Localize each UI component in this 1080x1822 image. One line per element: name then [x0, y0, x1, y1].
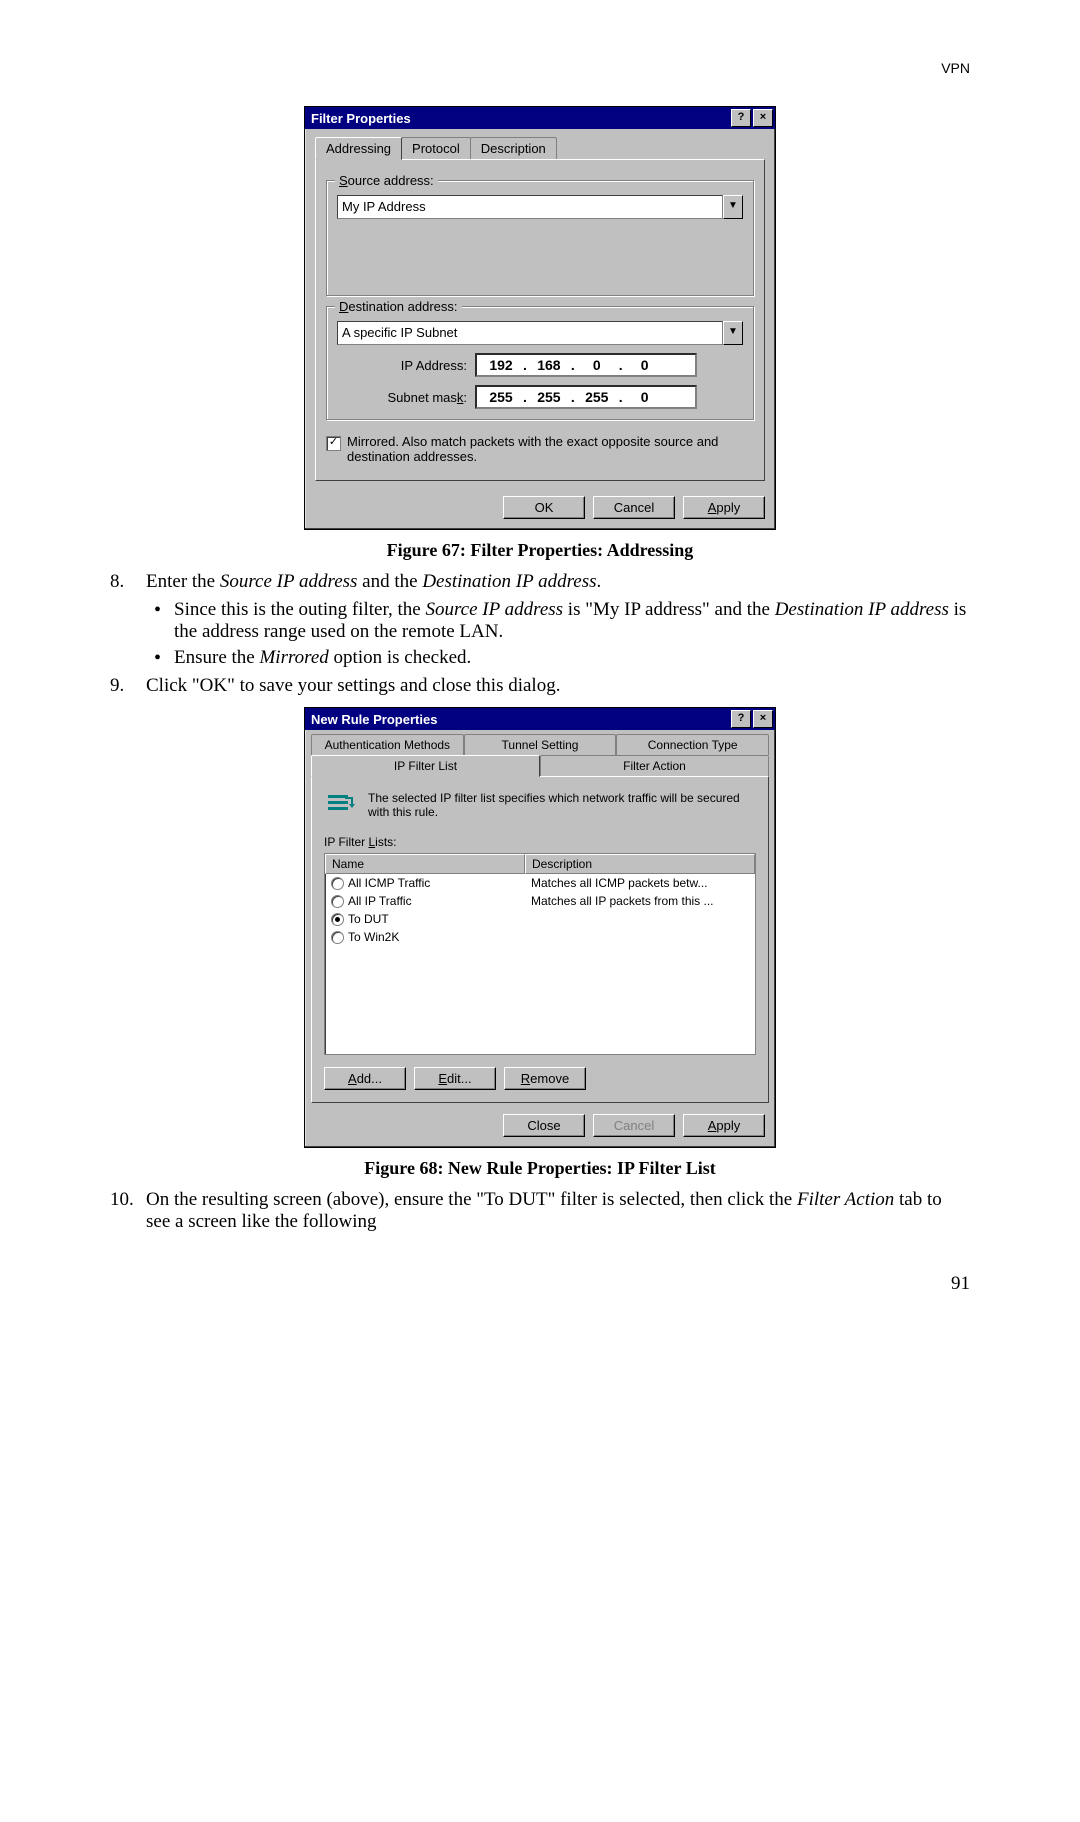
info-text: The selected IP filter list specifies wh…	[368, 791, 756, 819]
source-address-label: Source address:	[335, 173, 438, 188]
tab-protocol[interactable]: Protocol	[401, 137, 471, 159]
titlebar: New Rule Properties ? ×	[305, 708, 775, 730]
subnet-mask-input[interactable]: 255. 255. 255. 0	[475, 385, 697, 409]
mirrored-checkbox[interactable]: ✓	[326, 436, 341, 451]
page-number: 91	[110, 1273, 970, 1295]
tab-filter-action[interactable]: Filter Action	[540, 755, 769, 776]
tab-auth-methods[interactable]: Authentication Methods	[311, 734, 464, 755]
radio-icon[interactable]	[331, 895, 344, 908]
step-8-bullets: Since this is the outing filter, the Sou…	[150, 599, 970, 669]
row-description	[525, 911, 755, 927]
help-icon[interactable]: ?	[731, 109, 751, 127]
column-name[interactable]: Name	[325, 854, 525, 874]
filter-list-icon	[324, 789, 356, 821]
ip-address-label: IP Address:	[337, 358, 467, 373]
destination-address-group: Destination address: A specific IP Subne…	[326, 306, 754, 420]
apply-button[interactable]: Apply	[683, 1114, 765, 1137]
mirrored-label: Mirrored. Also match packets with the ex…	[347, 434, 754, 464]
destination-address-label: Destination address:	[335, 299, 462, 314]
page-header: VPN	[110, 60, 970, 76]
tab-ip-filter-list[interactable]: IP Filter List	[311, 755, 540, 777]
remove-button[interactable]: Remove	[504, 1067, 586, 1090]
dialog-title: Filter Properties	[311, 111, 411, 126]
source-address-value: My IP Address	[337, 195, 723, 219]
tab-addressing[interactable]: Addressing	[315, 137, 402, 160]
close-button[interactable]: Close	[503, 1114, 585, 1137]
cancel-button[interactable]: Cancel	[593, 496, 675, 519]
step-8: 8. Enter the Source IP address and the D…	[110, 571, 970, 593]
table-row[interactable]: To Win2K	[325, 928, 755, 946]
edit-button[interactable]: Edit...	[414, 1067, 496, 1090]
row-description: Matches all ICMP packets betw...	[525, 875, 755, 891]
radio-icon[interactable]	[331, 877, 344, 890]
figure-caption-67: Figure 67: Filter Properties: Addressing	[110, 540, 970, 561]
source-address-group: Source address: My IP Address ▼	[326, 180, 754, 296]
new-rule-properties-dialog: New Rule Properties ? × Authentication M…	[304, 707, 776, 1148]
row-name: All ICMP Traffic	[348, 876, 430, 890]
step-10: 10. On the resulting screen (above), ens…	[110, 1189, 970, 1233]
titlebar: Filter Properties ? ×	[305, 107, 775, 129]
row-name: All IP Traffic	[348, 894, 412, 908]
tab-tunnel-setting[interactable]: Tunnel Setting	[464, 734, 617, 755]
ip-address-input[interactable]: 192. 168. 0. 0	[475, 353, 697, 377]
tab-description[interactable]: Description	[470, 137, 557, 159]
close-icon[interactable]: ×	[753, 710, 773, 728]
table-row[interactable]: All ICMP Traffic Matches all ICMP packets…	[325, 874, 755, 892]
table-row[interactable]: To DUT	[325, 910, 755, 928]
ok-button[interactable]: OK	[503, 496, 585, 519]
subnet-mask-label: Subnet mask:	[337, 390, 467, 405]
source-address-dropdown[interactable]: My IP Address ▼	[337, 195, 743, 219]
radio-icon[interactable]	[331, 931, 344, 944]
tab-connection-type[interactable]: Connection Type	[616, 734, 769, 755]
chevron-down-icon[interactable]: ▼	[723, 321, 743, 345]
table-row[interactable]: All IP Traffic Matches all IP packets fro…	[325, 892, 755, 910]
cancel-button: Cancel	[593, 1114, 675, 1137]
filter-lists-table[interactable]: Name Description All ICMP Traffic Matches…	[324, 853, 756, 1055]
help-icon[interactable]: ?	[731, 710, 751, 728]
step-9: 9. Click "OK" to save your settings and …	[110, 675, 970, 697]
row-description: Matches all IP packets from this ...	[525, 893, 755, 909]
column-description[interactable]: Description	[525, 854, 755, 874]
row-description	[525, 929, 755, 945]
close-icon[interactable]: ×	[753, 109, 773, 127]
filter-lists-label: IP Filter Lists:	[324, 835, 756, 849]
radio-icon[interactable]	[331, 913, 344, 926]
dialog-title: New Rule Properties	[311, 712, 437, 727]
figure-caption-68: Figure 68: New Rule Properties: IP Filte…	[110, 1158, 970, 1179]
row-name: To Win2K	[348, 930, 399, 944]
row-name: To DUT	[348, 912, 389, 926]
add-button[interactable]: Add...	[324, 1067, 406, 1090]
filter-properties-dialog: Filter Properties ? × Addressing Protoco…	[304, 106, 776, 530]
destination-address-dropdown[interactable]: A specific IP Subnet ▼	[337, 321, 743, 345]
apply-button[interactable]: Apply	[683, 496, 765, 519]
destination-address-value: A specific IP Subnet	[337, 321, 723, 345]
chevron-down-icon[interactable]: ▼	[723, 195, 743, 219]
